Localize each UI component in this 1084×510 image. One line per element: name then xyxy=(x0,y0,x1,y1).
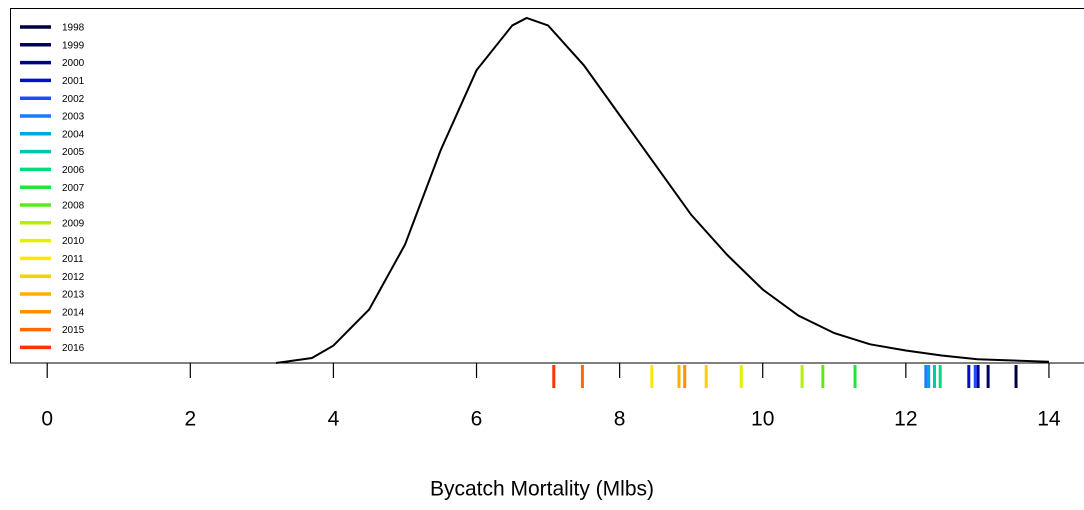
density-curve xyxy=(276,16,1049,364)
plot-frame xyxy=(10,8,1084,364)
x-tick-label: 4 xyxy=(328,408,340,431)
legend-label: 2009 xyxy=(62,218,85,229)
legend-label: 2001 xyxy=(62,76,85,87)
x-tick-label: 10 xyxy=(751,408,774,431)
x-tick-label: 8 xyxy=(614,408,626,431)
legend-label: 2006 xyxy=(62,165,85,176)
x-tick-label: 2 xyxy=(184,408,196,431)
legend-label: 2011 xyxy=(62,254,84,265)
legend-label: 2013 xyxy=(62,290,85,301)
legend-label: 2002 xyxy=(62,94,85,105)
legend-label: 2007 xyxy=(62,183,85,194)
legend-label: 2000 xyxy=(62,58,85,69)
legend-label: 2010 xyxy=(62,236,85,247)
legend-label: 1998 xyxy=(62,23,85,34)
legend-label: 2014 xyxy=(62,307,85,318)
x-tick-label: 0 xyxy=(41,408,53,431)
legend-label: 2005 xyxy=(62,147,85,158)
legend-label: 1999 xyxy=(62,40,85,51)
x-axis-label: Bycatch Mortality (Mlbs) xyxy=(430,478,654,501)
x-tick-label: 12 xyxy=(894,408,917,431)
x-tick-label: 6 xyxy=(471,408,483,431)
legend-label: 2003 xyxy=(62,112,85,123)
legend-label: 2012 xyxy=(62,272,85,283)
legend-label: 2004 xyxy=(62,129,85,140)
legend-label: 2016 xyxy=(62,343,85,354)
legend-label: 2008 xyxy=(62,201,85,212)
x-tick-label: 14 xyxy=(1037,408,1061,431)
legend-label: 2015 xyxy=(62,325,85,336)
